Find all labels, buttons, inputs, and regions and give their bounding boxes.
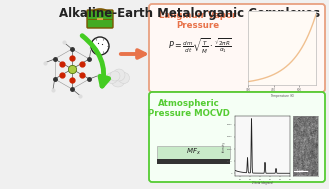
FancyBboxPatch shape [157,146,230,159]
FancyBboxPatch shape [157,159,230,164]
Text: Langmuir Vapor: Langmuir Vapor [159,11,237,20]
Text: 1 μm: 1 μm [297,169,304,173]
X-axis label: 2theta (degrees): 2theta (degrees) [252,181,273,185]
FancyBboxPatch shape [149,92,325,182]
Text: Pressure: Pressure [176,21,219,30]
Circle shape [107,73,117,84]
FancyBboxPatch shape [149,4,325,92]
Text: $P = \frac{dm}{dt}\sqrt{\frac{T}{M}}\cdot\frac{\sqrt{2\pi R}}{\alpha_1}$: $P = \frac{dm}{dt}\sqrt{\frac{T}{M}}\cdo… [168,37,232,57]
Circle shape [113,69,125,81]
Circle shape [118,73,130,84]
Y-axis label: Intensity: Intensity [221,140,225,152]
Text: Alkaline-Earth Metalorganic Complexes: Alkaline-Earth Metalorganic Complexes [60,7,320,20]
Text: Pressure MOCVD: Pressure MOCVD [148,109,230,118]
FancyBboxPatch shape [87,10,113,28]
Circle shape [110,71,120,81]
Text: Atmospheric: Atmospheric [158,99,220,108]
Text: $MF_x$: $MF_x$ [186,146,200,157]
Circle shape [111,73,125,87]
Circle shape [91,37,109,55]
X-axis label: Temperature (K): Temperature (K) [270,94,294,98]
